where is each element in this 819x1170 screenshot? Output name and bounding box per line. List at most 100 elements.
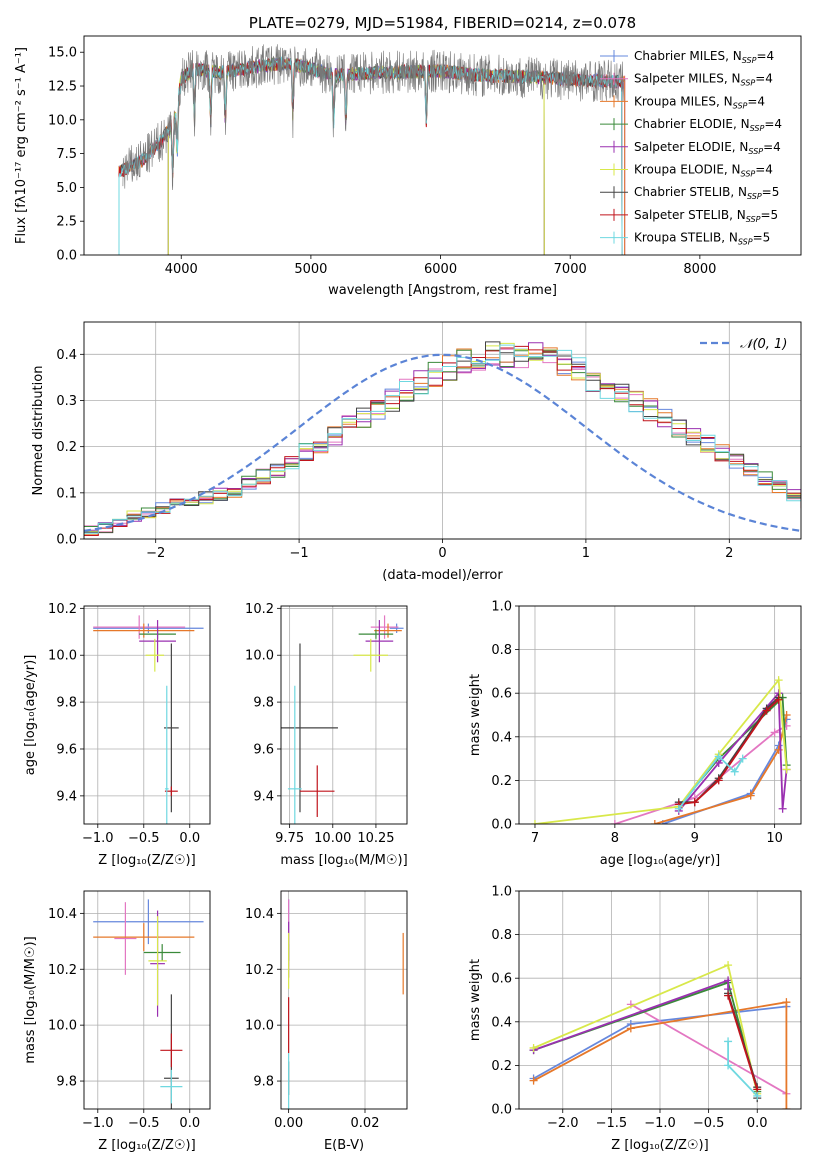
point-salpeter-stelib [299,765,335,817]
axes-frame [518,605,802,825]
series-marker [738,754,747,763]
point-kroupa-miles [374,623,402,638]
series-marker [782,1105,791,1109]
series-salpeter-elodie [674,689,791,815]
x-tick-label: −1.0 [82,831,114,846]
series-line [533,981,759,1092]
x-tick-label: −1.0 [644,1116,676,1131]
point-salpeter-miles [114,902,137,975]
x-tick-label: 0 [438,546,446,561]
y-tick-label: 9.8 [56,696,77,711]
series-chabrier-elodie [674,693,791,811]
legend: Chabrier MILES, NSSP=4 Salpeter MILES, NS… [600,49,782,247]
x-tick-label: 0.0 [179,1116,200,1131]
y-axis-label: mass weight [468,674,483,756]
legend-label: Kroupa MILES, NSSP=4 [634,94,765,110]
legend-label: Chabrier ELODIE, NSSP=4 [634,117,782,133]
series-salpeter-stelib [674,695,783,809]
series-marker [770,728,779,737]
x-tick-label: 9 [691,831,699,846]
x-tick-label: 4000 [165,262,198,277]
plot-area [118,44,626,255]
y-tick-label: 0.8 [491,928,512,943]
plot-area [93,615,204,824]
series-marker [762,706,771,715]
series-kroupa-stelib [674,752,747,813]
residuals-panel: −2 −1 0 1 2 0.0 0.1 0.2 0.3 0.4 (data-model)/error… [31,321,802,583]
x-tick-label: 0.00 [274,1116,303,1131]
x-axis-label: (data-model)/error [382,568,503,583]
mass-vs-Z-panel: −1.0 −0.5 0.0 9.8 10.0 10.2 10.4 Z [log₁₀(Z/Z☉)… [23,890,211,1153]
point-salpeter-miles [93,615,186,639]
y-tick-label: 10.0 [48,649,77,664]
series-marker [774,676,783,685]
x-tick-label: 8 [611,831,619,846]
y-tick-label: 0.0 [56,533,77,548]
chart-title: PLATE=0279, MJD=51984, FIBERID=0214, z=0… [249,14,636,32]
series-kroupa-miles [650,711,791,824]
axes-frame [83,605,211,825]
y-tick-label: 10.2 [245,602,274,617]
y-tick-label: 0.1 [56,486,77,501]
legend-label: Salpeter STELIB, NSSP=5 [634,208,778,224]
x-axis-label: mass [log₁₀(M/M☉)] [280,853,407,868]
x-tick-label: 0.02 [351,1116,380,1131]
y-tick-label: 0.2 [491,774,512,789]
series-marker [778,804,787,813]
y-tick-label: 10.4 [245,907,274,922]
series-marker [724,961,733,970]
x-axis-label: age [log₁₀(age/yr)] [600,853,721,868]
point-kroupa-elodie [353,638,389,672]
x-axis-label: E(B-V) [324,1138,364,1153]
plot-area [93,899,204,1109]
y-tick-label: 2.5 [56,215,77,230]
series-marker [529,1043,538,1052]
y-axis-label: mass weight [468,959,483,1041]
axes-frame [518,890,802,1110]
point-kroupa-stelib [164,685,169,824]
legend: 𝒩(0, 1) [700,337,787,352]
x-tick-label: 10 [766,831,783,846]
histogram-salpeter-miles [84,348,801,539]
point-kroupa-elodie [145,638,165,672]
histogram-salpeter-elodie [84,342,801,539]
y-tick-label: 5.0 [56,181,77,196]
y-tick-label: 9.4 [253,789,274,804]
series-line [534,677,788,824]
point-salpeter-elodie [139,620,176,663]
series-marker [690,798,699,807]
age-vs-Z-panel: −1.0 −0.5 0.0 9.4 9.6 9.8 10.0 10.2 Z [log₁₀(Z/Z… [23,602,211,868]
point-salpeter-elodie [365,620,394,663]
y-tick-label: 10.0 [245,649,274,664]
x-axis-label: Z [log₁₀(Z/Z☉)] [98,853,195,868]
x-axis-label: Z [log₁₀(Z/Z☉)] [611,1138,708,1153]
y-tick-label: 0.4 [491,1015,512,1030]
age-vs-mass-panel: 9.75 10.00 10.25 9.4 9.6 9.8 10.0 10.2 mass [log… [245,602,408,868]
y-tick-label: 10.0 [48,1019,77,1034]
y-tick-label: 0.4 [56,348,77,363]
y-tick-label: 1.0 [491,885,512,900]
x-tick-label: 1 [582,546,590,561]
y-tick-label: 10.2 [48,602,77,617]
series-marker [730,767,739,776]
axes-frame [83,890,211,1110]
point-kroupa-stelib [160,1069,183,1104]
y-tick-label: 0.2 [491,1059,512,1074]
series-marker [714,752,723,761]
y-tick-label: 0.0 [491,1103,512,1118]
series-marker [650,820,659,824]
x-tick-label: −2 [146,546,165,561]
y-tick-label: 9.6 [56,742,77,757]
y-axis-label: Flux [fλ10⁻¹⁷ erg cm⁻² s⁻¹ A⁻¹] [14,47,29,244]
series-kroupa-miles [529,998,791,1109]
y-tick-label: 0.6 [491,687,512,702]
plot-area [530,676,791,824]
point-kroupa-elodie [148,916,167,1006]
series-marker [610,820,619,824]
spectrum-panel: 4000 5000 6000 7000 8000 0.0 2.5 5.0 7.5 10.0 12.5… [14,14,802,298]
x-tick-label: 8000 [683,262,716,277]
legend-label: Chabrier STELIB, NSSP=5 [634,185,779,201]
y-axis-label: age [log₁₀(age/yr)] [23,655,38,776]
x-tick-label: 0.0 [179,831,200,846]
histogram-kroupa-miles [84,347,801,539]
